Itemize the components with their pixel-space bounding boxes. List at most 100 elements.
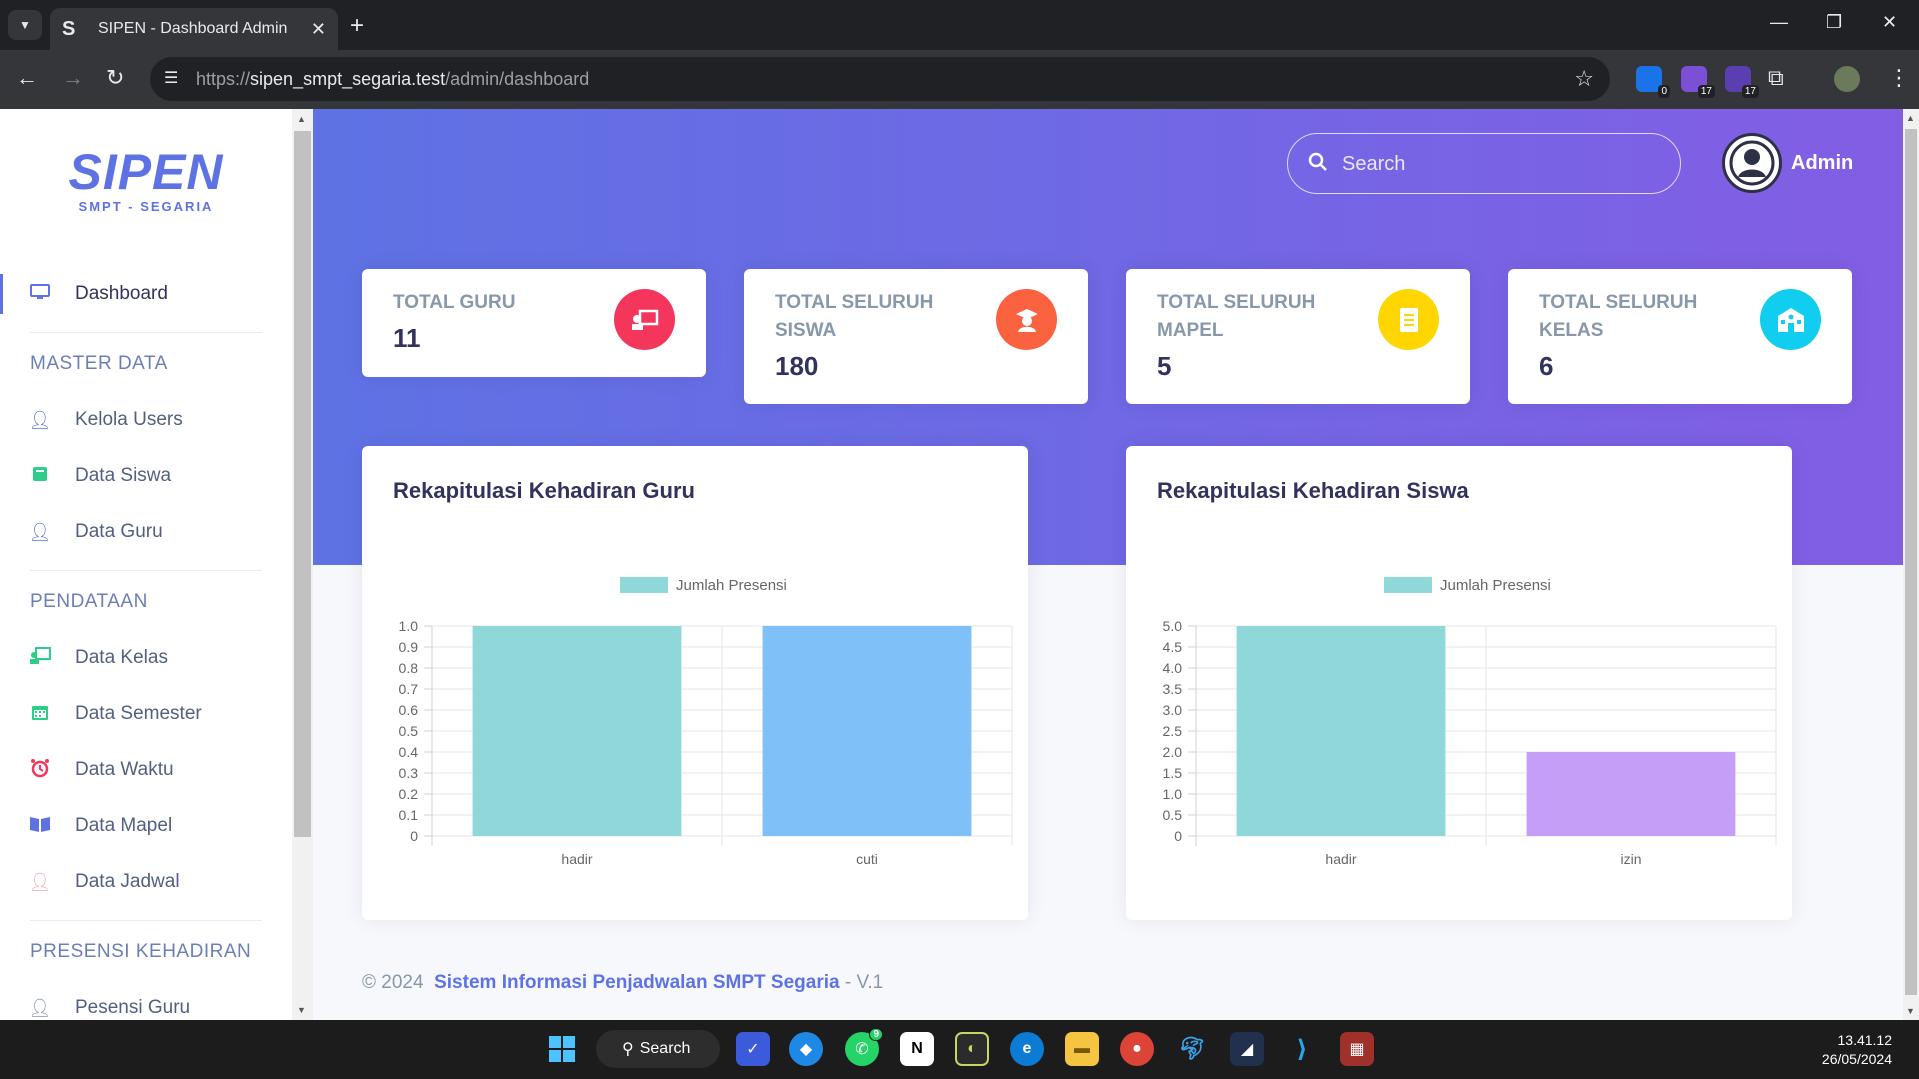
vscode-icon[interactable]: ⟩ [1285,1032,1319,1066]
attendance-chart-guru: Jumlah Presensi 0 0.1 0.2 0.3 0.4 0.5 0.6 0.7 0.8… [399,577,1013,867]
windows-taskbar: ⚲ Search ✓ ◆ ✆ 9 N ◐ e ▬ ● 🐬︎ ◢ ⟩ ▦ 13.41… [0,1020,1919,1079]
extensions-puzzle-icon[interactable]: ⧉ [1768,65,1784,90]
bookmark-star-icon[interactable]: ☆ [1574,66,1594,91]
sidebar-item-data-kelas[interactable]: Data Kelas [0,636,292,680]
app-icon-6[interactable]: ▦ [1340,1032,1374,1066]
extension-icon-2[interactable]: 17 [1681,66,1715,98]
search-icon: ⚲ [622,1041,634,1058]
sidebar-item-label: Data Semester [75,703,202,724]
sidebar-item-data-siswa[interactable]: Data Siswa [0,454,292,498]
chart-card-guru: Rekapitulasi Kehadiran Guru Jumlah Prese… [362,446,1028,920]
scroll-down-arrow-icon[interactable]: ▼ [297,1005,306,1015]
profile-avatar-icon[interactable] [1834,66,1860,92]
app-icon-2[interactable]: ◆ [789,1032,823,1066]
sidebar-item-label: Data Guru [75,521,163,542]
x-tick-label: cuti [856,851,878,867]
app-icon-5[interactable]: ◢ [1230,1032,1264,1066]
stat-card-total-siswa: TOTAL SELURUH SISWA 180 [744,269,1088,404]
chalkboard-teacher-icon [614,289,675,350]
chart-card-siswa: Rekapitulasi Kehadiran Siswa Jumlah Pres… [1126,446,1792,920]
app-icon-4[interactable]: 🐬︎ [1175,1032,1209,1066]
y-tick-label: 2.5 [1163,723,1183,739]
y-tick-label: 0.7 [399,681,419,697]
chrome-browser-icon[interactable]: ● [1120,1032,1154,1066]
chart-legend: Jumlah Presensi [620,577,787,594]
search-box[interactable] [1287,133,1681,194]
page-scrollbar[interactable]: ▲ ▼ [1903,109,1919,1020]
scroll-up-arrow-icon[interactable]: ▲ [297,114,306,124]
stat-title: TOTAL SELURUH KELAS [1539,292,1698,341]
browser-toolbar: ← → ↻ ☰ https://sipen_smpt_segaria.test/… [0,50,1919,109]
graduate-icon [996,289,1057,350]
forward-button[interactable]: → [62,65,84,90]
footer-app-link[interactable]: Sistem Informasi Penjadwalan SMPT Segari… [434,972,840,993]
windows-start-icon[interactable] [545,1032,579,1066]
sidebar-item-label: Data Mapel [75,815,173,836]
extension-icon-3[interactable]: 17 [1725,66,1759,98]
sidebar-item-dashboard[interactable]: Dashboard [0,272,292,316]
user-icon: 👤︎ [28,409,52,430]
extension-icon-1[interactable]: 0 [1636,66,1670,98]
reload-button[interactable]: ↻ [106,65,125,90]
book-icon [1378,289,1439,350]
sidebar-item-kelola-users[interactable]: 👤︎ Kelola Users [0,398,292,442]
browser-tab-active[interactable]: S SIPEN - Dashboard Admin ✕ [50,8,338,50]
y-tick-label: 1.0 [399,618,419,634]
whatsapp-icon[interactable]: ✆ 9 [845,1028,883,1066]
scrollbar-thumb[interactable] [1905,129,1917,995]
user-avatar[interactable] [1722,133,1782,193]
sidebar-item-data-guru[interactable]: 👤︎ Data Guru [0,510,292,554]
browser-tab-strip: ▼ S SIPEN - Dashboard Admin ✕ + — ❐ ✕ [0,0,1919,50]
sidebar-item-data-waktu[interactable]: Data Waktu [0,748,292,792]
app-icon-1[interactable]: ✓ [736,1032,770,1066]
nav-divider [30,332,262,333]
file-explorer-icon[interactable]: ▬ [1065,1032,1099,1066]
user-name[interactable]: Admin [1791,152,1854,174]
sidebar-item-data-mapel[interactable]: Data Mapel [0,804,292,848]
user-circle-icon [1729,140,1775,186]
y-tick-label: 0.1 [399,807,419,823]
close-tab-icon[interactable]: ✕ [310,18,326,39]
sidebar-item-label: Data Jadwal [75,871,180,892]
y-tick-label: 3.0 [1163,702,1183,718]
app-icon-3[interactable]: ◐ [955,1032,989,1066]
tab-search-button[interactable]: ▼ [8,10,42,40]
site-info-icon[interactable]: ☰ [164,70,179,87]
y-tick-label: 1.0 [1163,786,1183,802]
search-input[interactable] [1342,148,1662,180]
y-tick-label: 4.0 [1163,660,1183,676]
address-bar[interactable]: ☰ https://sipen_smpt_segaria.test/admin/… [150,57,1610,101]
minimize-window-button[interactable]: — [1770,12,1788,32]
bar-izin [1526,752,1736,836]
sidebar-item-data-semester[interactable]: Data Semester [0,692,292,736]
edge-browser-icon[interactable]: e [1010,1032,1044,1066]
brand-logo[interactable]: SIPEN SMPT - SEGARIA [68,144,224,214]
nav-heading-master: MASTER DATA [30,353,168,374]
stat-card-total-guru: TOTAL GURU 11 [362,269,706,377]
sidebar-scrollbar[interactable]: ▲ ▼ [292,109,313,1020]
user-icon: 👤︎ [28,521,52,542]
monitor-icon [28,283,52,306]
card-title: Rekapitulasi Kehadiran Guru [393,478,695,503]
browser-menu-icon[interactable]: ⋮ [1888,65,1910,90]
taskbar-search-button[interactable]: ⚲ Search [596,1030,720,1068]
sidebar-item-pesensi-guru[interactable]: 👤︎ Pesensi Guru [0,986,292,1020]
y-tick-label: 0.2 [399,786,419,802]
scrollbar-thumb[interactable] [294,131,311,837]
main-content: Admin TOTAL GURU 11 TOTAL SELURUH SISWA … [313,109,1903,1020]
notion-icon[interactable]: N [900,1032,934,1066]
url-text[interactable]: https://sipen_smpt_segaria.test/admin/da… [196,69,590,89]
restore-window-button[interactable]: ❐ [1826,12,1843,32]
close-window-button[interactable]: ✕ [1882,12,1898,32]
footer: © 2024 Sistem Informasi Penjadwalan SMPT… [362,972,883,994]
sidebar-item-data-jadwal[interactable]: 👤︎ Data Jadwal [0,860,292,904]
nav-divider [30,920,262,921]
scroll-up-arrow-icon[interactable]: ▲ [1906,113,1915,123]
back-button[interactable]: ← [16,65,38,90]
sidebar: SIPEN SMPT - SEGARIA Dashboard MASTER DA… [0,109,292,1020]
nav-heading-presensi: PRESENSI KEHADIRAN [30,941,252,962]
new-tab-button[interactable]: + [350,12,365,39]
y-tick-label: 3.5 [1163,681,1183,697]
scroll-down-arrow-icon[interactable]: ▼ [1906,1006,1915,1016]
system-clock[interactable]: 13.41.12 26/05/2024 [1822,1031,1892,1069]
